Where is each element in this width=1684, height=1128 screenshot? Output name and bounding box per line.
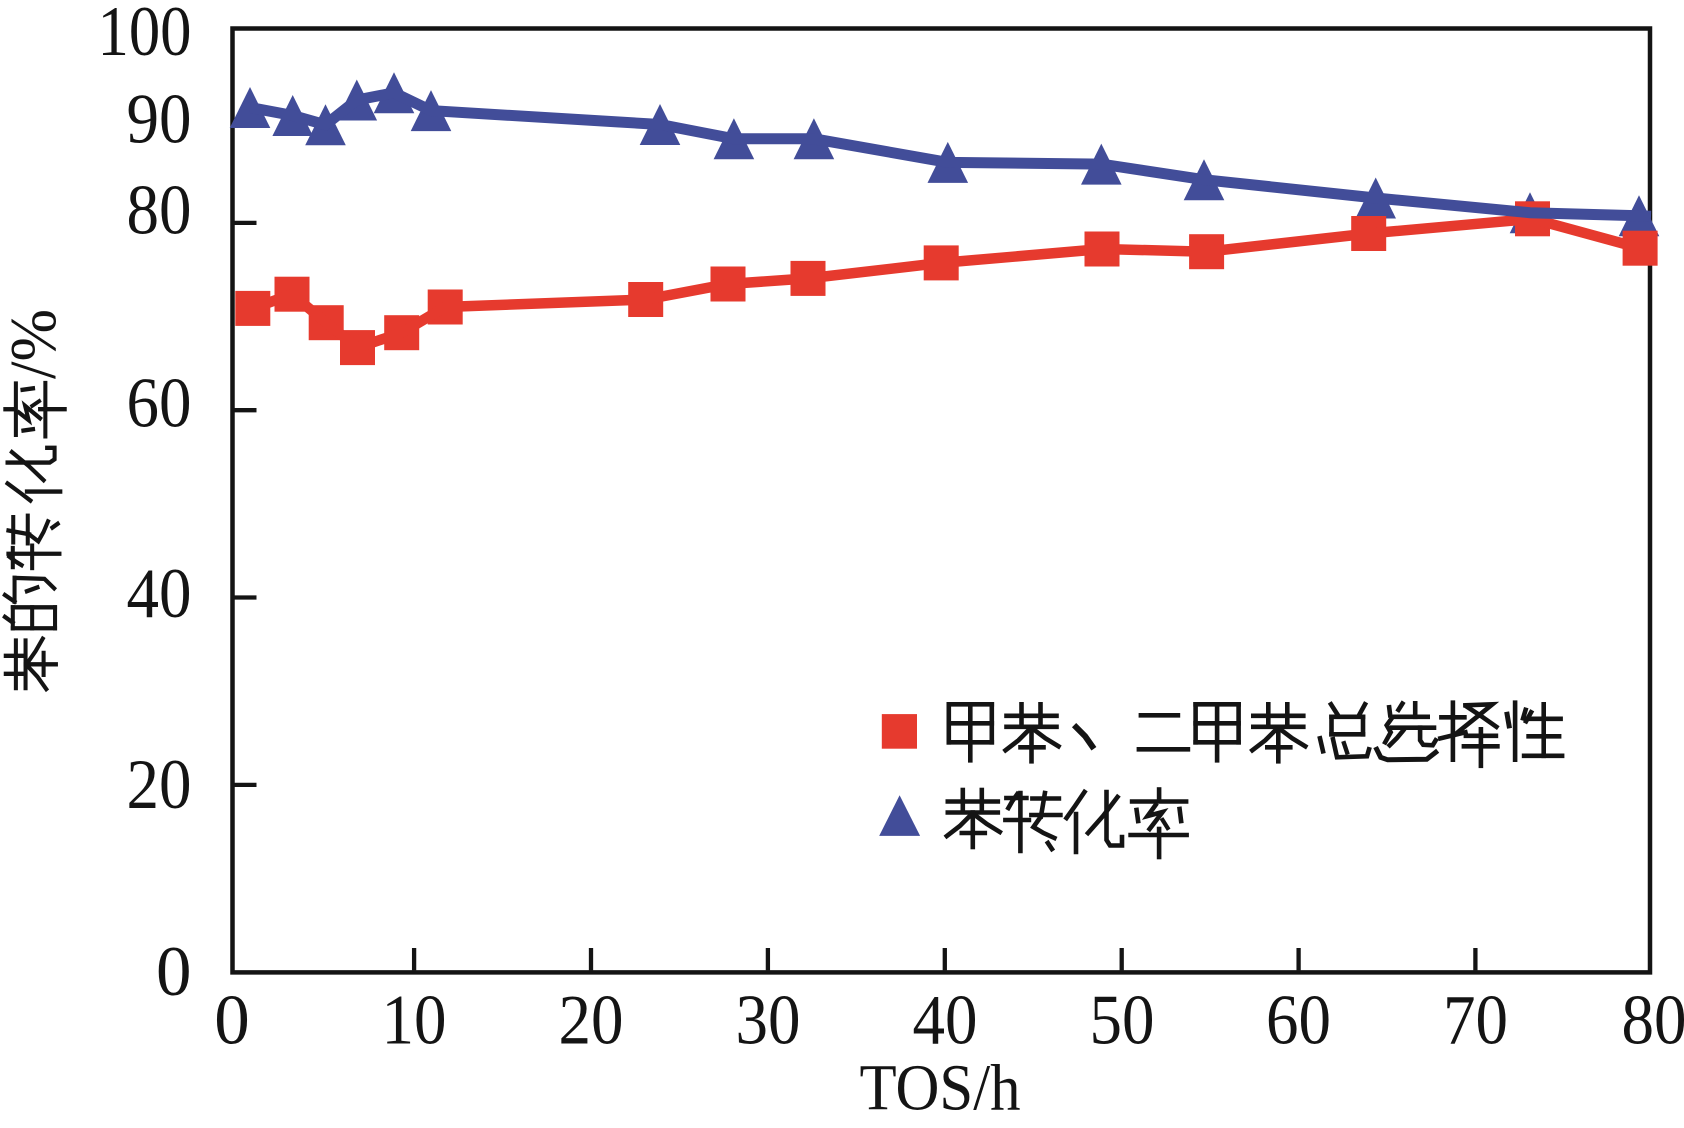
svg-text:60: 60	[1266, 982, 1331, 1060]
svg-text:/%: /%	[0, 309, 70, 379]
svg-text:10: 10	[382, 982, 447, 1060]
svg-text:70: 70	[1443, 982, 1508, 1060]
svg-text:20: 20	[559, 982, 624, 1060]
svg-text:40: 40	[127, 555, 192, 633]
svg-text:0: 0	[156, 933, 192, 1011]
svg-text:40: 40	[913, 982, 978, 1060]
svg-text:60: 60	[127, 365, 192, 443]
svg-text:80: 80	[127, 172, 192, 250]
svg-text:30: 30	[736, 982, 801, 1060]
svg-text:0: 0	[214, 982, 250, 1060]
svg-text:20: 20	[127, 746, 192, 824]
svg-text:50: 50	[1090, 982, 1155, 1060]
svg-text:TOS/h: TOS/h	[860, 1052, 1021, 1125]
svg-text:80: 80	[1622, 982, 1684, 1060]
svg-text:100: 100	[98, 0, 192, 71]
svg-text:90: 90	[127, 81, 192, 159]
